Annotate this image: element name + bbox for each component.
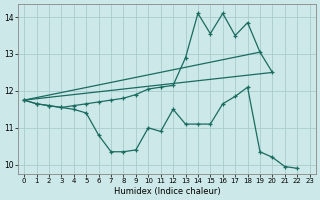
X-axis label: Humidex (Indice chaleur): Humidex (Indice chaleur) [114,187,220,196]
